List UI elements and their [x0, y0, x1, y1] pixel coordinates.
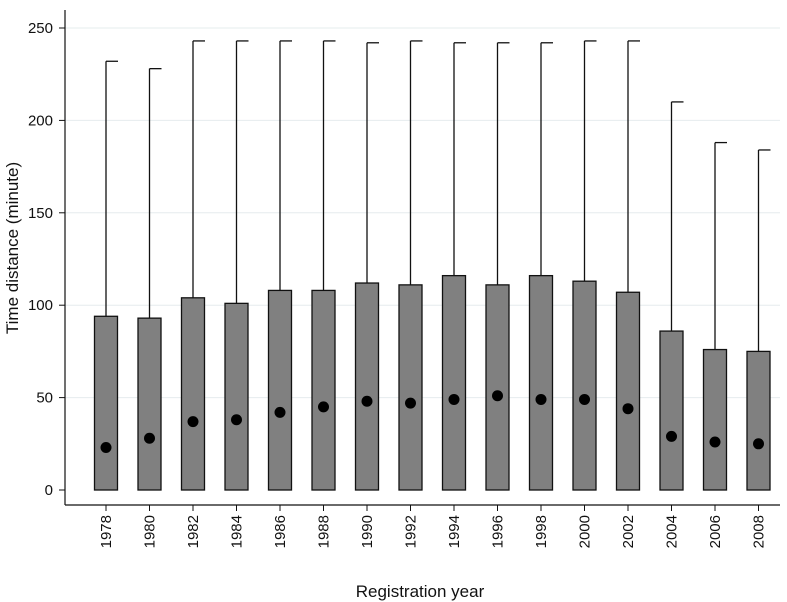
bar-1992 [398, 284, 423, 491]
tick-labels: 0 50 100 150 200 250 1978 1980 1982 1984 1986 1988 1… [28, 20, 768, 548]
x-tick-label-1996: 1996 [490, 515, 507, 548]
bar-1996 [485, 284, 510, 491]
y-tick-label-50: 50 [36, 390, 53, 407]
bar-1998 [528, 274, 554, 491]
x-tick-label-1980: 1980 [142, 515, 159, 548]
median-marker-1982 [187, 416, 199, 428]
x-tick-label-1994: 1994 [446, 515, 463, 548]
bar-1980 [137, 317, 162, 491]
x-tick-label-2004: 2004 [664, 515, 681, 548]
bar-2004 [659, 330, 684, 491]
median-marker-2000 [579, 393, 590, 405]
median-marker-1994 [448, 393, 460, 405]
median-marker-1980 [144, 432, 155, 444]
median-marker-2004 [666, 430, 677, 442]
median-marker-1984 [231, 414, 242, 426]
bar-1986 [267, 289, 293, 491]
x-tick-label-1988: 1988 [316, 515, 333, 548]
median-marker-1992 [405, 397, 416, 409]
median-marker-1986 [274, 406, 286, 418]
y-tick-label-250: 250 [28, 20, 53, 37]
x-tick-label-1982: 1982 [185, 515, 202, 548]
y-tick-label-200: 200 [28, 112, 53, 129]
x-tick-label-1990: 1990 [359, 515, 376, 548]
x-tick-label-2008: 2008 [751, 515, 768, 548]
median-marker-1988 [318, 401, 329, 413]
bar-1984 [224, 302, 249, 491]
median-marker-2008 [753, 438, 764, 450]
y-tick-label-100: 100 [28, 297, 53, 314]
bar-1982 [180, 297, 206, 491]
whiskers [105, 40, 771, 352]
x-tick-label-1986: 1986 [272, 515, 289, 548]
median-marker-2006 [709, 436, 721, 448]
y-tick-label-0: 0 [45, 482, 53, 499]
bar-1990 [354, 282, 380, 491]
x-tick-label-2000: 2000 [577, 515, 594, 548]
median-marker-1978 [100, 441, 112, 453]
bar-1978 [93, 315, 119, 491]
x-axis-title: Registration year [356, 582, 485, 601]
median-marker-1990 [361, 395, 373, 407]
x-tick-label-2002: 2002 [620, 515, 637, 548]
x-tick-label-1978: 1978 [98, 515, 115, 548]
y-axis-title: Time distance (minute) [3, 162, 22, 334]
bar-2008 [746, 350, 771, 491]
x-tick-label-2006: 2006 [707, 515, 724, 548]
bar-2002 [615, 291, 641, 491]
x-tick-label-1984: 1984 [229, 515, 246, 548]
bars [93, 274, 771, 491]
bar-2000 [572, 280, 597, 491]
bar-1988 [311, 289, 336, 491]
x-tick-label-1992: 1992 [403, 515, 420, 548]
axes [59, 10, 780, 511]
median-marker-2002 [622, 403, 634, 415]
median-marker-1998 [535, 393, 547, 405]
y-tick-label-150: 150 [28, 205, 53, 222]
bar-2006 [702, 348, 728, 491]
median-marker-1996 [492, 390, 503, 402]
bar-1994 [441, 274, 467, 491]
x-tick-label-1998: 1998 [533, 515, 550, 548]
median-markers [100, 390, 764, 453]
